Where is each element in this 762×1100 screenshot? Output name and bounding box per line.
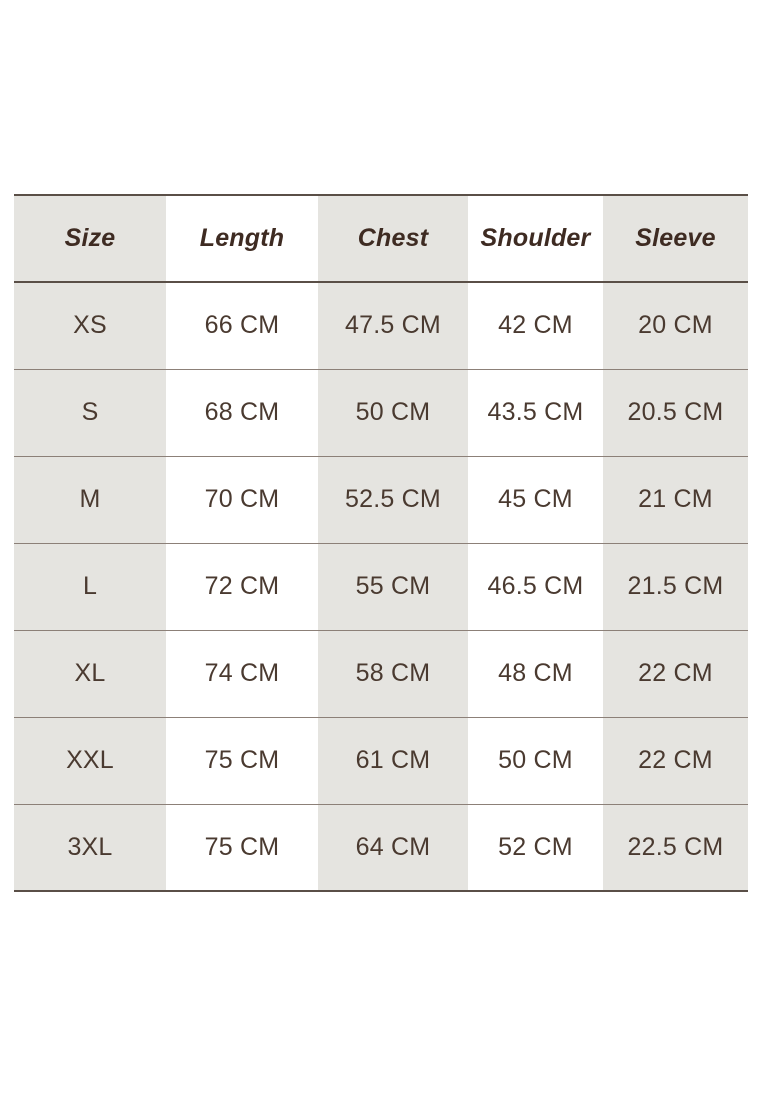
cell-sleeve: 20 CM bbox=[603, 282, 748, 369]
table-row: S 68 CM 50 CM 43.5 CM 20.5 CM bbox=[14, 369, 748, 456]
cell-chest: 47.5 CM bbox=[318, 282, 468, 369]
table-row: XS 66 CM 47.5 CM 42 CM 20 CM bbox=[14, 282, 748, 369]
table-row: XL 74 CM 58 CM 48 CM 22 CM bbox=[14, 630, 748, 717]
cell-shoulder: 45 CM bbox=[468, 456, 603, 543]
size-chart-table: Size Length Chest Shoulder Sleeve XS 66 … bbox=[14, 195, 748, 891]
cell-size: XL bbox=[14, 630, 166, 717]
cell-shoulder: 46.5 CM bbox=[468, 543, 603, 630]
cell-length: 70 CM bbox=[166, 456, 318, 543]
cell-chest: 58 CM bbox=[318, 630, 468, 717]
cell-length: 72 CM bbox=[166, 543, 318, 630]
cell-shoulder: 50 CM bbox=[468, 717, 603, 804]
cell-size: S bbox=[14, 369, 166, 456]
cell-length: 66 CM bbox=[166, 282, 318, 369]
cell-length: 68 CM bbox=[166, 369, 318, 456]
cell-size: 3XL bbox=[14, 804, 166, 891]
cell-chest: 61 CM bbox=[318, 717, 468, 804]
column-header-chest: Chest bbox=[318, 195, 468, 282]
cell-sleeve: 22 CM bbox=[603, 717, 748, 804]
cell-sleeve: 21 CM bbox=[603, 456, 748, 543]
cell-shoulder: 43.5 CM bbox=[468, 369, 603, 456]
cell-shoulder: 48 CM bbox=[468, 630, 603, 717]
table-header: Size Length Chest Shoulder Sleeve bbox=[14, 195, 748, 282]
cell-sleeve: 20.5 CM bbox=[603, 369, 748, 456]
column-header-size: Size bbox=[14, 195, 166, 282]
cell-size: XS bbox=[14, 282, 166, 369]
size-chart-container: Size Length Chest Shoulder Sleeve XS 66 … bbox=[14, 194, 748, 892]
table-row: L 72 CM 55 CM 46.5 CM 21.5 CM bbox=[14, 543, 748, 630]
cell-length: 75 CM bbox=[166, 717, 318, 804]
cell-length: 75 CM bbox=[166, 804, 318, 891]
table-row: M 70 CM 52.5 CM 45 CM 21 CM bbox=[14, 456, 748, 543]
cell-chest: 50 CM bbox=[318, 369, 468, 456]
cell-sleeve: 22 CM bbox=[603, 630, 748, 717]
cell-shoulder: 52 CM bbox=[468, 804, 603, 891]
cell-size: XXL bbox=[14, 717, 166, 804]
table-row: XXL 75 CM 61 CM 50 CM 22 CM bbox=[14, 717, 748, 804]
cell-chest: 52.5 CM bbox=[318, 456, 468, 543]
column-header-length: Length bbox=[166, 195, 318, 282]
table-row: 3XL 75 CM 64 CM 52 CM 22.5 CM bbox=[14, 804, 748, 891]
cell-size: M bbox=[14, 456, 166, 543]
cell-shoulder: 42 CM bbox=[468, 282, 603, 369]
cell-size: L bbox=[14, 543, 166, 630]
column-header-sleeve: Sleeve bbox=[603, 195, 748, 282]
cell-sleeve: 22.5 CM bbox=[603, 804, 748, 891]
cell-chest: 64 CM bbox=[318, 804, 468, 891]
header-row: Size Length Chest Shoulder Sleeve bbox=[14, 195, 748, 282]
cell-chest: 55 CM bbox=[318, 543, 468, 630]
column-header-shoulder: Shoulder bbox=[468, 195, 603, 282]
cell-sleeve: 21.5 CM bbox=[603, 543, 748, 630]
table-body: XS 66 CM 47.5 CM 42 CM 20 CM S 68 CM 50 … bbox=[14, 282, 748, 891]
cell-length: 74 CM bbox=[166, 630, 318, 717]
